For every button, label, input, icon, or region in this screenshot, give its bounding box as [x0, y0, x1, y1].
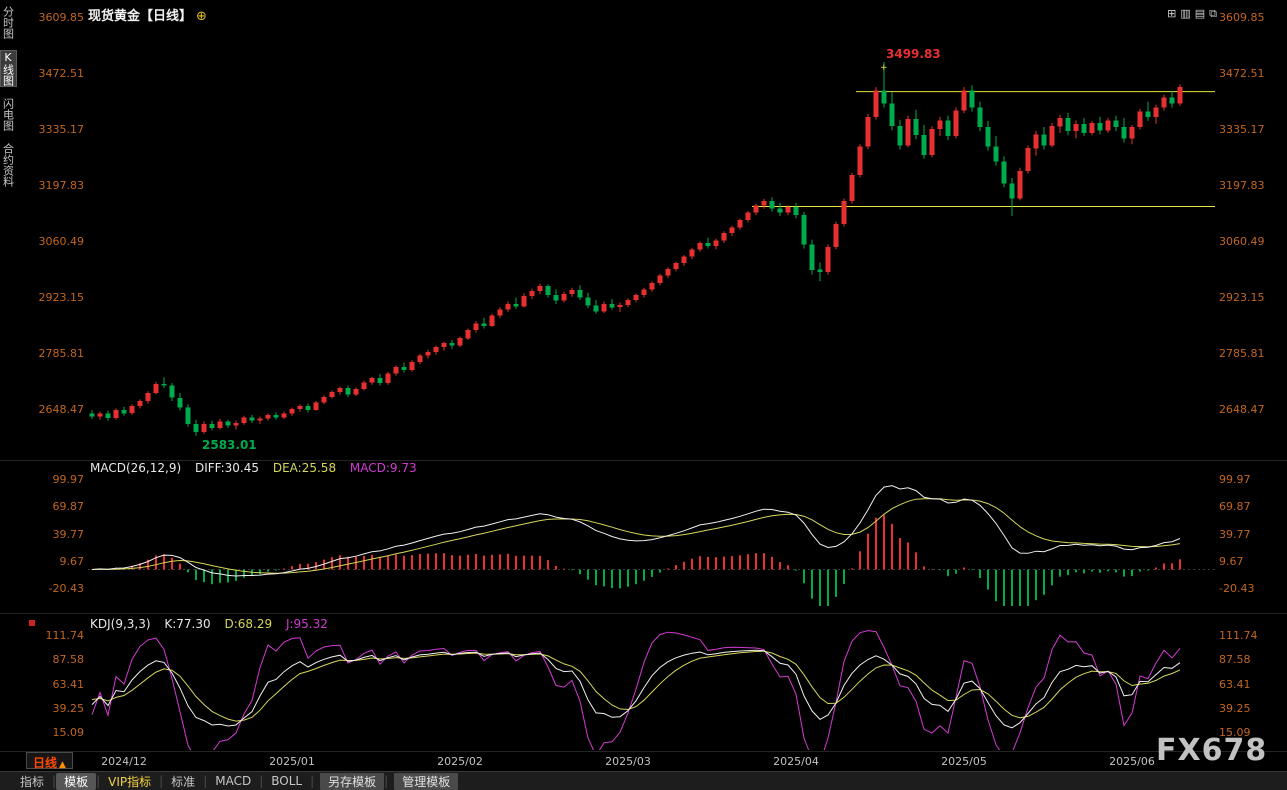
x-axis-label: 2025/03: [605, 755, 651, 768]
y-axis-label: 15.09: [52, 726, 85, 739]
y-axis-label: 3609.85: [1219, 11, 1265, 24]
chart-title: 现货黄金【日线】 ⊕: [88, 5, 207, 24]
panel-divider: [0, 460, 1287, 461]
toolbar-tab-6[interactable]: BOLL: [271, 774, 303, 788]
toolbar-tab-7[interactable]: 另存模板: [320, 772, 385, 790]
y-axis-label: 3060.49: [38, 235, 85, 248]
toolbar-tab-2[interactable]: 模板: [56, 772, 97, 790]
panel-divider: [0, 751, 1287, 752]
macd-diff-value: DIFF:30.45: [194, 461, 260, 475]
period-label: 【日线】: [140, 9, 193, 24]
y-axis-label: 39.77: [52, 527, 85, 541]
y-axis-label: 99.97: [52, 473, 85, 486]
toolbar-separator: |: [259, 774, 264, 788]
sidebar-item-1[interactable]: 分时图: [1, 6, 15, 39]
y-axis-label: 63.41: [52, 677, 85, 691]
y-axis-label: 3197.83: [38, 179, 85, 192]
watermark: FX678: [1156, 733, 1268, 768]
macd-dea-value: DEA:25.58: [272, 461, 337, 475]
candlestick-chart[interactable]: [88, 10, 1215, 460]
chart-type-sidebar: 分时图 K线图闪电图合约资料: [0, 6, 17, 199]
period-arrow-icon: ▲: [59, 760, 66, 770]
y-axis-label: 3197.83: [1219, 179, 1265, 192]
y-axis-label: 99.97: [1219, 473, 1251, 486]
add-overlay-icon[interactable]: ⊕: [196, 9, 207, 24]
low-price-annotation: 2583.01: [202, 437, 257, 452]
y-axis-label: 39.25: [1219, 701, 1251, 715]
bottom-toolbar: 指标 | 模板 | VIP指标 | 标准 | MACD | BOLL | 另存模板 | 管理模板: [0, 771, 1287, 790]
toolbar-tab-1[interactable]: 指标: [20, 774, 45, 789]
y-axis-label: 15.09: [1219, 726, 1251, 739]
period-selector-tab[interactable]: 日线 ▲: [26, 752, 73, 770]
sidebar-item-4[interactable]: 合约资料: [1, 143, 15, 187]
x-axis-label: 2025/01: [269, 755, 315, 768]
x-axis-label: 2024/12: [101, 755, 147, 768]
y-axis-label: 39.25: [52, 701, 85, 715]
toolbar-separator: |: [384, 774, 389, 788]
toolbar-separator: |: [203, 774, 208, 788]
macd-panel-chart[interactable]: [88, 468, 1215, 606]
sidebar-item-2[interactable]: K线图: [0, 50, 17, 87]
y-axis-label: 111.74: [1219, 629, 1258, 642]
period-selector-label: 日线: [33, 756, 58, 770]
sidebar-item-3[interactable]: 闪电图: [1, 98, 15, 131]
toolbar-separator: |: [52, 774, 57, 788]
toolbar-tab-5[interactable]: MACD: [215, 774, 252, 788]
row-chart-icon[interactable]: ▤: [1194, 7, 1206, 20]
toolbar-tab-3[interactable]: VIP指标: [108, 774, 152, 789]
toolbar-tab-4[interactable]: 标准: [171, 774, 196, 789]
y-axis-label: 69.87: [52, 500, 85, 514]
macd-value: MACD:9.73: [349, 461, 417, 475]
y-axis-label: 69.87: [1219, 500, 1251, 514]
y-axis-label: -20.43: [1219, 582, 1255, 595]
y-axis-label: 3060.49: [1219, 235, 1265, 248]
macd-title: MACD(26,12,9): [90, 461, 182, 475]
symbol-name: 现货黄金: [88, 9, 141, 24]
new-window-icon[interactable]: ⧉: [1209, 7, 1217, 20]
y-axis-label: 9.67: [1219, 554, 1244, 568]
y-axis-label: 3472.51: [38, 67, 85, 80]
kdj-label-row: KDJ(9,3,3) K:77.30 D:68.29 J:95.32: [90, 617, 338, 631]
panel-divider: [0, 613, 1287, 614]
y-axis-label: 39.77: [1219, 527, 1251, 541]
y-axis-label: 3472.51: [1219, 67, 1265, 80]
y-axis-label: 87.58: [52, 653, 85, 667]
y-axis-label: 2923.15: [38, 291, 85, 304]
y-axis-label: 111.74: [45, 629, 85, 642]
toolbar-separator: |: [159, 774, 164, 788]
y-axis-label: 63.41: [1219, 677, 1251, 691]
y-axis-label: 2648.47: [1219, 403, 1265, 416]
kdj-title: KDJ(9,3,3): [90, 617, 151, 631]
high-price-annotation: 3499.83: [886, 46, 941, 61]
kdj-panel-chart[interactable]: [88, 626, 1215, 750]
x-axis-label: 2025/05: [941, 755, 987, 768]
y-axis-label: 9.67: [59, 554, 85, 568]
multi-window-layout-icon[interactable]: ⊞: [1167, 7, 1177, 20]
x-axis-label: 2025/06: [1109, 755, 1155, 768]
toolbar-separator: |: [96, 774, 101, 788]
y-axis-label: -20.43: [48, 582, 84, 595]
toolbar-separator: |: [310, 774, 315, 788]
x-axis-label: 2025/04: [773, 755, 819, 768]
column-chart-icon[interactable]: ▥: [1180, 7, 1191, 20]
kdj-k-value: K:77.30: [164, 617, 211, 631]
y-axis-label: 87.58: [1219, 653, 1251, 667]
macd-label-row: MACD(26,12,9) DIFF:30.45 DEA:25.58 MACD:…: [90, 461, 427, 475]
y-axis-label: 3335.17: [38, 123, 85, 136]
y-axis-label: 2785.81: [1219, 347, 1265, 360]
high-price-marker-icon: +: [880, 62, 888, 73]
y-axis-label: 2923.15: [1219, 291, 1265, 304]
kdj-j-value: J:95.32: [285, 617, 328, 631]
header-icons: ⊞ ▥ ▤ ⧉: [1163, 2, 1217, 21]
y-axis-label: 3609.85: [38, 11, 85, 24]
kdj-panel-collapse-icon[interactable]: [29, 620, 35, 626]
x-axis-strip: 日线 ▲: [0, 751, 1287, 770]
y-axis-label: 2785.81: [38, 347, 85, 360]
x-axis-label: 2025/02: [437, 755, 483, 768]
y-axis-label: 3335.17: [1219, 123, 1265, 136]
y-axis-label: 2648.47: [38, 403, 85, 416]
kdj-d-value: D:68.29: [224, 617, 273, 631]
toolbar-tab-8[interactable]: 管理模板: [394, 772, 459, 790]
